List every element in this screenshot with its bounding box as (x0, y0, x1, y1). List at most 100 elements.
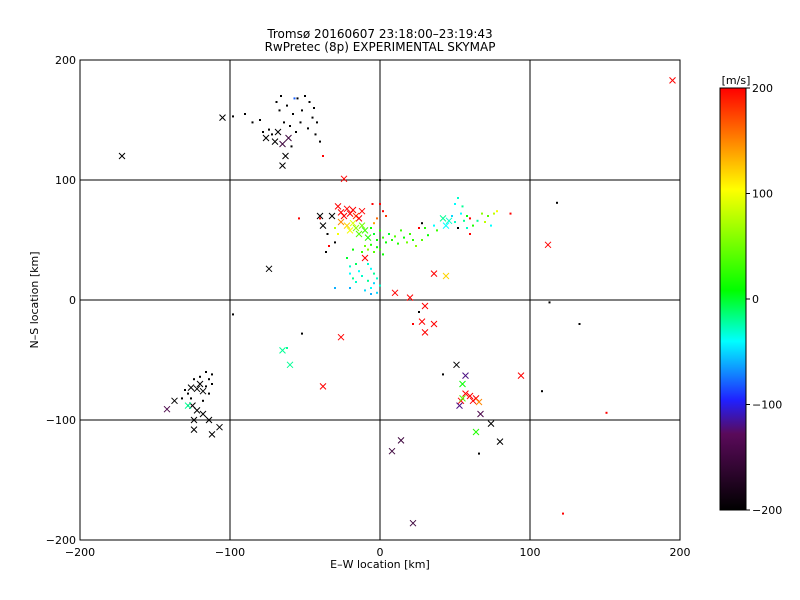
dot-marker (379, 248, 381, 251)
dot-marker (548, 301, 551, 304)
dot-marker (271, 133, 273, 136)
cross-marker (544, 241, 552, 249)
dot-marker (280, 95, 282, 97)
dot-marker (379, 179, 381, 181)
dot-marker (436, 229, 438, 232)
dot-marker (232, 313, 234, 316)
dot-marker (211, 373, 213, 376)
y-tick-label: −100 (46, 414, 76, 427)
dot-marker (190, 397, 192, 400)
cross-marker (163, 405, 171, 413)
y-tick-label: 100 (55, 174, 76, 187)
cross-marker (459, 380, 466, 388)
cross-marker (346, 227, 354, 234)
dot-marker (193, 378, 195, 381)
colorbar-label: [m/s] (722, 74, 751, 87)
cross-marker (352, 224, 360, 232)
dot-marker (262, 131, 264, 133)
cross-marker (487, 420, 495, 427)
dot-marker (400, 229, 402, 232)
cross-marker (118, 152, 126, 160)
dot-marker (319, 140, 321, 143)
cross-marker (462, 390, 469, 397)
dot-marker (373, 222, 375, 225)
dot-marker (208, 392, 210, 395)
y-tick-label: −200 (46, 534, 76, 547)
cross-marker (388, 447, 396, 455)
cross-marker (669, 77, 676, 84)
dot-marker (346, 257, 348, 259)
dot-marker (367, 279, 369, 282)
dot-marker (454, 203, 456, 205)
dot-marker (275, 101, 278, 103)
cross-marker (265, 265, 273, 273)
dot-marker (421, 239, 423, 241)
cross-marker (334, 203, 342, 210)
cross-marker (442, 222, 450, 229)
cross-marker (472, 428, 480, 436)
dot-marker (376, 239, 378, 241)
colorbar-tick-label: 200 (752, 82, 773, 95)
cross-marker (430, 320, 438, 328)
cross-marker (355, 215, 363, 222)
dot-marker (355, 263, 357, 265)
dot-marker (457, 227, 459, 229)
dot-marker (433, 224, 435, 227)
cross-marker (205, 416, 213, 424)
cross-marker (279, 347, 286, 354)
cross-marker (319, 222, 327, 229)
dot-marker (382, 253, 384, 256)
cross-marker (340, 175, 348, 183)
colorbar-tick-label: −100 (752, 399, 782, 412)
dot-marker (325, 251, 327, 253)
dot-marker (379, 284, 381, 287)
dot-marker (466, 227, 468, 229)
x-tick-label: 0 (377, 546, 384, 559)
cross-marker (343, 205, 351, 213)
cross-marker (208, 431, 216, 438)
dot-marker (208, 378, 210, 381)
cross-marker (279, 140, 286, 148)
dot-marker (352, 248, 354, 251)
dot-marker (415, 245, 417, 247)
chart-subtitle: RwPretec (8p) EXPERIMENTAL SKYMAP (265, 40, 496, 54)
cross-marker (271, 138, 279, 145)
dot-marker (461, 205, 464, 208)
dot-marker (316, 121, 318, 124)
dot-marker (562, 512, 564, 515)
dot-marker (337, 233, 339, 235)
dot-marker (296, 97, 299, 100)
dot-marker (293, 97, 296, 100)
dot-marker (541, 390, 543, 393)
cross-marker (430, 270, 438, 277)
dot-marker (493, 212, 495, 215)
dot-marker (469, 217, 471, 220)
cross-marker (462, 372, 469, 379)
dot-marker (328, 245, 330, 247)
cross-marker (456, 402, 463, 409)
x-tick-label: 200 (670, 546, 691, 559)
y-tick-label: 0 (69, 294, 76, 307)
dot-marker (379, 229, 381, 232)
cross-marker (171, 397, 178, 405)
dot-marker (376, 217, 378, 220)
cross-marker (187, 384, 195, 391)
dot-marker (349, 272, 351, 275)
dot-marker (421, 222, 423, 225)
dot-marker (289, 125, 291, 127)
dot-marker (370, 287, 372, 289)
cross-marker (358, 207, 366, 215)
dot-marker (364, 289, 366, 292)
dot-marker (307, 127, 309, 130)
dot-marker (412, 239, 414, 241)
cross-marker (193, 385, 201, 393)
cross-marker (316, 212, 324, 220)
dot-marker (367, 263, 369, 265)
dot-marker (299, 121, 302, 124)
dot-marker (370, 293, 372, 295)
x-axis-ticks: −200 −100 0 100 200 (65, 60, 691, 559)
cross-marker (337, 218, 345, 226)
dot-marker (412, 323, 414, 325)
dot-marker (311, 116, 314, 119)
